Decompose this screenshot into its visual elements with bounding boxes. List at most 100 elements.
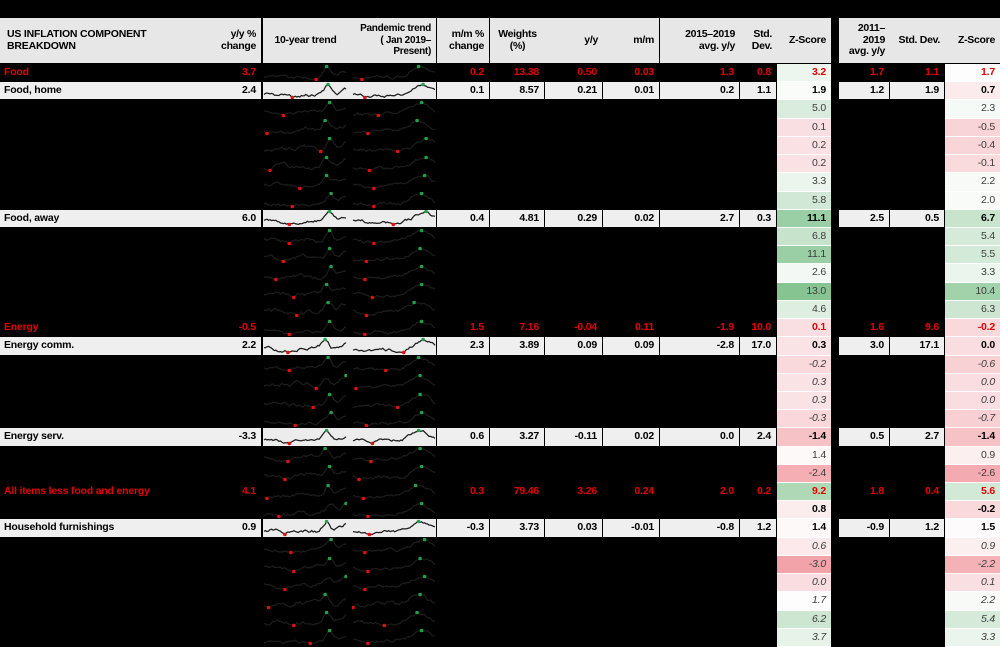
low-marker-icon	[401, 350, 406, 355]
low-marker-icon	[287, 223, 292, 227]
sparkline-10yr-chart	[263, 574, 347, 592]
z-score-2-cell: 0.1	[945, 574, 1000, 593]
yy-change-value	[197, 464, 262, 484]
mm-value	[603, 264, 660, 283]
mm-change-value	[437, 446, 490, 465]
std-dev-2-value: 1.9	[890, 82, 945, 101]
std-dev-1-value: 10.0	[740, 319, 777, 338]
low-marker-icon	[395, 150, 400, 154]
sparkline-pandemic-chart	[352, 319, 436, 336]
sparkline-pandemic-chart	[352, 228, 436, 245]
avg-2015-2019-value	[660, 191, 740, 210]
row-label	[0, 410, 197, 429]
low-marker-icon	[287, 332, 292, 336]
yy-change-value	[197, 191, 262, 210]
sparkline-10yr-chart	[263, 319, 347, 336]
trend-line	[263, 338, 347, 354]
trend-line	[352, 338, 436, 354]
col-header-trends: 10-year trend Pandemic trend ( Jan 2019–…	[262, 18, 437, 63]
mm-value	[603, 555, 660, 575]
avg-2011-2019-value: 1.2	[839, 82, 890, 101]
sparkline-10yr-chart	[263, 446, 347, 464]
z-score-1-cell: -3.0	[777, 555, 831, 575]
low-marker-icon	[372, 186, 376, 191]
std-dev-1-value	[740, 628, 777, 647]
table-row-masked: 5.0 2.3	[0, 100, 1000, 119]
trend-line	[352, 156, 436, 171]
group-divider	[831, 337, 839, 356]
trend-sparklines	[262, 355, 437, 374]
avg-2015-2019-value	[660, 628, 740, 647]
low-marker-icon	[363, 550, 367, 555]
yy-value	[545, 464, 603, 484]
sparkline-pandemic-chart	[352, 574, 436, 592]
sparkline-pandemic-chart	[352, 191, 436, 209]
weights-value	[490, 391, 545, 411]
z-score-2-cell: 6.3	[945, 300, 1000, 320]
mm-change-value	[437, 300, 490, 320]
std-dev-2-value: 0.4	[890, 483, 945, 502]
std-dev-2-value: 0.5	[890, 209, 945, 228]
trend-sparklines	[262, 300, 437, 320]
high-marker-icon	[421, 82, 425, 87]
row-label	[0, 501, 197, 520]
low-marker-icon	[311, 405, 315, 409]
sparkline-10yr-chart	[263, 610, 347, 628]
low-marker-icon	[363, 587, 367, 592]
sparkline-pandemic-chart	[352, 355, 436, 373]
group-divider	[831, 355, 839, 374]
high-marker-icon	[419, 465, 424, 469]
col-header-std-dev-1: Std. Dev.	[751, 28, 773, 52]
yy-change-value	[197, 173, 262, 192]
yy-value	[545, 592, 603, 611]
yy-value: 0.29	[545, 209, 603, 228]
std-dev-1-value	[740, 191, 777, 210]
z-score-1-cell: 1.7	[777, 592, 831, 611]
row-label	[0, 300, 197, 320]
group-divider	[831, 191, 839, 210]
low-marker-icon	[364, 259, 369, 264]
weights-value	[490, 264, 545, 283]
low-marker-icon	[283, 478, 287, 482]
yy-value: 0.03	[545, 519, 603, 538]
weights-value	[490, 501, 545, 520]
mm-value	[603, 282, 660, 301]
trend-line	[352, 174, 436, 190]
trend-line	[263, 593, 347, 609]
yy-value	[545, 191, 603, 210]
low-marker-icon	[364, 423, 369, 428]
avg-2011-2019-value: 1.7	[839, 64, 890, 83]
table-row: Food 3.7 0.2 13.38 0.50 0.03 1.3 0.8 3.2 1.7 1.1 1.…	[0, 64, 1000, 83]
mm-change-value	[437, 100, 490, 119]
std-dev-1-value	[740, 501, 777, 520]
z-score-2-cell: 0.0	[945, 391, 1000, 411]
high-marker-icon	[327, 556, 332, 560]
low-marker-icon	[286, 459, 290, 464]
low-marker-icon	[372, 241, 376, 245]
std-dev-1-value	[740, 537, 777, 556]
trend-line	[263, 192, 347, 208]
high-marker-icon	[418, 446, 422, 451]
table-row-masked: 1.7 2.2	[0, 592, 1000, 611]
z-score-1-cell: 5.0	[777, 100, 831, 119]
high-marker-icon	[329, 537, 333, 542]
std-dev-1-value: 1.1	[740, 82, 777, 101]
mm-value	[603, 574, 660, 593]
trend-line	[352, 411, 436, 426]
sparkline-pandemic-chart	[352, 519, 436, 537]
avg-2011-2019-value	[839, 501, 890, 520]
std-dev-2-value	[890, 100, 945, 119]
row-label	[0, 610, 197, 629]
row-label: All items less food and energy	[0, 483, 197, 502]
sparkline-10yr-chart	[263, 137, 347, 154]
trend-sparklines	[262, 537, 437, 556]
low-marker-icon	[382, 623, 387, 628]
z-score-2-cell: 2.0	[945, 191, 1000, 210]
trend-line	[263, 302, 347, 317]
weights-value	[490, 628, 545, 647]
group-divider	[831, 300, 839, 320]
std-dev-2-value	[890, 555, 945, 575]
high-marker-icon	[412, 301, 416, 305]
low-marker-icon	[290, 204, 295, 209]
trend-sparklines	[262, 155, 437, 174]
